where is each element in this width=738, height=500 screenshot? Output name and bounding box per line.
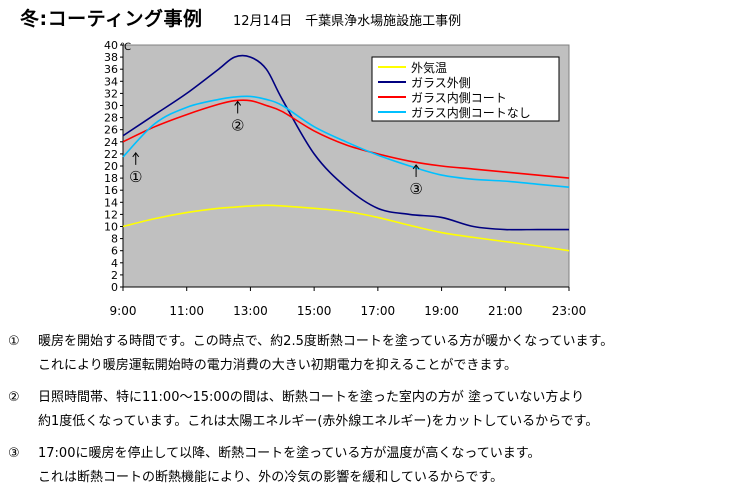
annotation-arrowhead (412, 164, 420, 170)
annotation-label: ① (129, 168, 142, 186)
y-tick-label: 28 (104, 112, 118, 125)
annotation-label: ② (231, 116, 244, 134)
y-tick-label: 32 (104, 87, 118, 100)
x-tick-label: 15:00 (297, 304, 332, 318)
note-line: これは断熱コートの断熱機能により、外の冷気の影響を緩和しているからです。 (38, 470, 504, 485)
y-tick-label: 18 (104, 172, 118, 185)
y-tick-label: 0 (111, 281, 118, 294)
note-1: ① 暖房を開始する時間です。この時点で、約2.5度断熱コートを塗っている方が暖か… (8, 330, 736, 378)
x-tick-label: 19:00 (424, 304, 459, 318)
y-tick-label: 22 (104, 148, 118, 161)
explanation-notes: ① 暖房を開始する時間です。この時点で、約2.5度断熱コートを塗っている方が暖か… (8, 330, 736, 490)
annotation-arrowhead (132, 152, 140, 158)
note-number: ① (8, 334, 20, 349)
note-line: これにより暖房運転開始時の電力消費の大きい初期電力を抑えることができます。 (38, 358, 518, 373)
note-line: 暖房を開始する時間です。この時点で、約2.5度断熱コートを塗っている方が暖かくな… (38, 334, 614, 349)
y-tick-label: 6 (111, 245, 118, 258)
annotation-label: ③ (409, 180, 422, 198)
legend-label: ガラス外側 (411, 76, 471, 90)
note-3: ③ 17:00に暖房を停止して以降、断熱コートを塗っている方が温度が高くなってい… (8, 442, 736, 490)
y-unit-label: ℃ (120, 42, 131, 53)
note-line: 17:00に暖房を停止して以降、断熱コートを塗っている方が温度が高くなっています… (38, 446, 541, 461)
y-tick-label: 8 (111, 233, 118, 246)
note-line: 約1度低くなっています。これは太陽エネルギー(赤外線エネルギー)をカットしている… (38, 414, 599, 429)
y-tick-label: 40 (104, 39, 118, 52)
y-tick-label: 12 (104, 208, 118, 221)
y-tick-label: 2 (111, 269, 118, 282)
x-tick-label: 9:00 (110, 304, 137, 318)
note-line: 日照時間帯、特に11:00～15:00の間は、断熱コートを塗った室内の方が 塗っ… (38, 390, 585, 405)
y-tick-label: 36 (104, 63, 118, 76)
y-tick-label: 4 (111, 257, 118, 270)
y-tick-label: 26 (104, 124, 118, 137)
y-tick-label: 38 (104, 51, 118, 64)
page-subtitle: 12月14日 千葉県浄水場施設施工事例 (233, 14, 462, 29)
x-tick-label: 13:00 (233, 304, 268, 318)
x-tick-label: 17:00 (361, 304, 396, 318)
note-number: ③ (8, 446, 20, 461)
y-tick-label: 34 (104, 75, 118, 88)
x-tick-label: 23:00 (552, 304, 587, 318)
annotation-arrowhead (234, 100, 242, 106)
series-line-3 (122, 95, 570, 188)
y-tick-label: 30 (104, 100, 118, 113)
y-tick-label: 20 (104, 160, 118, 173)
series-line-2 (122, 99, 570, 179)
page-title: 冬:コーティング事例 (20, 8, 203, 30)
legend-label: ガラス内側コートなし (411, 106, 531, 120)
series-line-1 (122, 54, 569, 231)
y-tick-label: 24 (104, 136, 118, 149)
note-2: ② 日照時間帯、特に11:00～15:00の間は、断熱コートを塗った室内の方が … (8, 386, 736, 434)
x-tick-label: 11:00 (169, 304, 204, 318)
series-line-0 (122, 204, 570, 252)
note-number: ② (8, 390, 20, 405)
y-tick-label: 16 (104, 184, 118, 197)
legend-label: ガラス内側コート (411, 91, 507, 105)
y-tick-label: 14 (104, 196, 118, 209)
temperature-line-chart: ℃ 0246810121416182022242628303234363840 … (104, 39, 587, 318)
y-tick-label: 10 (104, 221, 118, 234)
legend-label: 外気温 (411, 60, 447, 75)
x-tick-label: 21:00 (488, 304, 523, 318)
